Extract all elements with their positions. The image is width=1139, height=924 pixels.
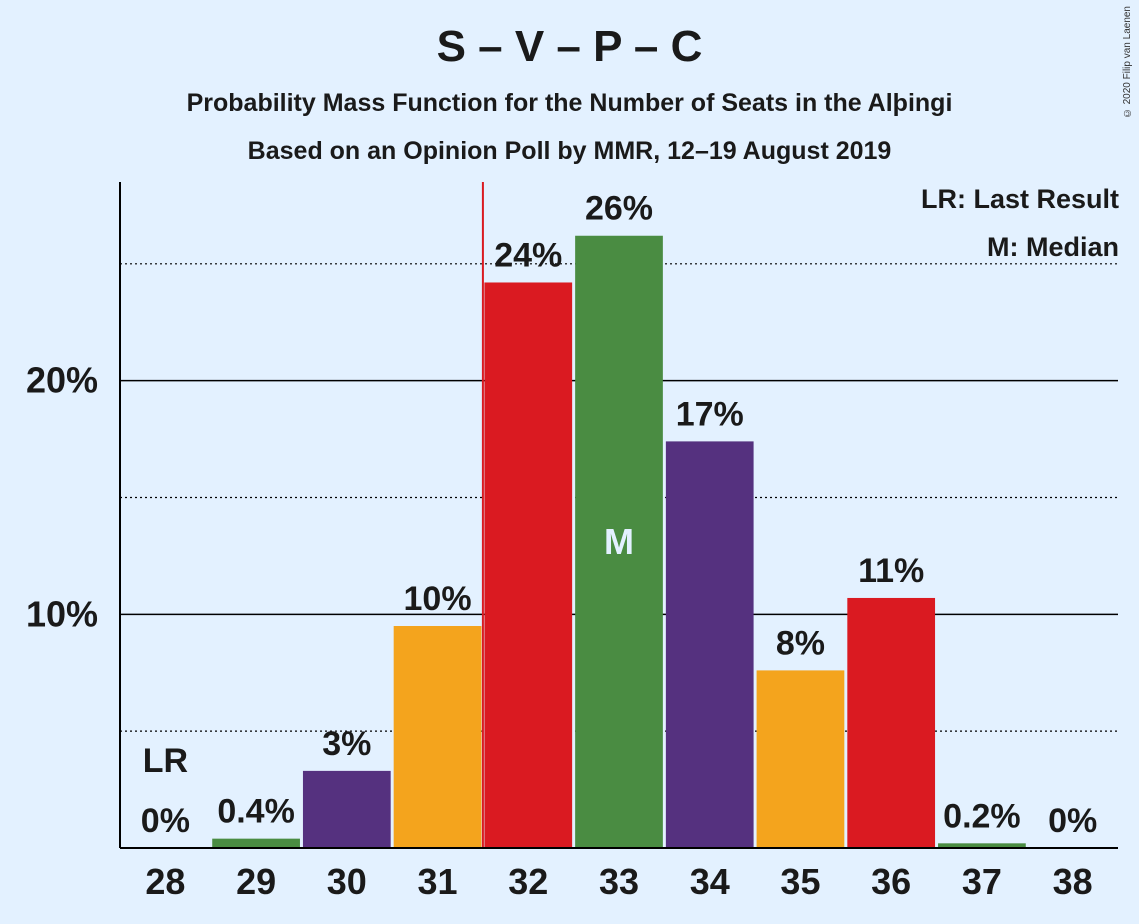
bar-30 [302,770,391,848]
x-tick-label: 33 [599,861,639,902]
x-tick-label: 28 [145,861,185,902]
data-label: 17% [676,395,744,433]
data-label: 11% [858,552,924,590]
x-tick-label: 29 [236,861,276,902]
bar-34 [665,441,754,848]
data-label: 0% [1048,802,1097,840]
x-tick-label: 35 [780,861,820,902]
x-tick-label: 37 [962,861,1002,902]
data-label: 10% [404,580,472,618]
bar-37 [938,843,1026,848]
bar-32 [484,282,573,848]
data-label: 0% [141,802,190,840]
bar-33 [575,235,663,848]
data-label: 26% [585,190,653,228]
y-tick-label: 20% [26,360,98,401]
bar-29 [212,838,300,848]
x-tick-label: 36 [871,861,911,902]
data-label: 3% [322,725,371,763]
last-result-marker: LR [143,742,188,780]
median-marker: M [604,521,634,562]
x-tick-label: 31 [418,861,458,902]
legend-last-result: LR: Last Result [920,184,1119,215]
data-label: 24% [494,236,562,274]
bar-35 [756,670,845,848]
data-label: 0.2% [943,797,1021,835]
x-tick-label: 34 [690,861,730,902]
chart-subtitle: Probability Mass Function for the Number… [186,89,953,117]
y-tick-label: 10% [26,593,98,634]
bar-36 [847,597,936,848]
data-label: 0.4% [217,793,295,831]
bar-31 [393,626,482,848]
data-label: 8% [776,624,825,662]
x-tick-label: 32 [508,861,548,902]
x-tick-label: 30 [327,861,367,902]
legend-median: M: Median [987,232,1119,263]
chart-title: S – V – P – C [436,22,703,71]
chart-source: Based on an Opinion Poll by MMR, 12–19 A… [247,137,892,165]
x-tick-label: 38 [1053,861,1093,902]
